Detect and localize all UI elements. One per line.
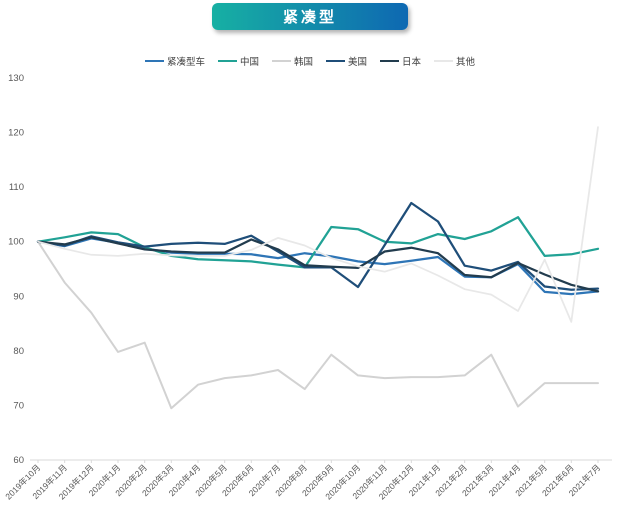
series-line-韩国 (37, 240, 599, 410)
legend-label: 韩国 (293, 57, 313, 68)
legend-label: 中国 (239, 57, 259, 68)
legend-item-其他: 其他 (434, 54, 475, 68)
chart-title: 紧凑型 (282, 9, 337, 26)
legend-label: 日本 (402, 57, 422, 68)
series-line-日本 (36, 236, 600, 293)
legend-swatch (434, 60, 454, 62)
chart-legend: 紧凑型车 中国 韩国 美国 日本 其他 (0, 54, 620, 68)
y-axis-label: 120 (8, 128, 24, 139)
series-line-美国 (36, 201, 600, 291)
legend-swatch (380, 60, 400, 62)
legend-item-日本: 日本 (380, 54, 421, 68)
y-axis-label: 80 (13, 346, 24, 357)
y-axis-label: 90 (13, 291, 24, 302)
legend-swatch (271, 60, 291, 62)
legend-label: 紧凑型车 (166, 57, 205, 68)
legend-swatch (217, 60, 237, 62)
y-axis-label: 130 (8, 73, 24, 84)
legend-item-韩国: 韩国 (271, 54, 313, 68)
legend-label: 其他 (456, 57, 476, 68)
legend-label: 美国 (348, 57, 368, 68)
chart-title-badge: 紧凑型 (212, 3, 408, 30)
legend-item-紧凑型车: 紧凑型车 (144, 54, 205, 68)
y-axis-label: 60 (13, 455, 24, 466)
legend-swatch (326, 60, 345, 62)
y-axis-label: 100 (8, 237, 24, 248)
legend-swatch (144, 60, 164, 62)
legend-item-中国: 中国 (217, 54, 259, 68)
series-line-其他 (37, 126, 599, 323)
y-axis-label: 70 (13, 400, 24, 411)
y-axis-label: 110 (9, 182, 24, 193)
legend-item-美国: 美国 (326, 54, 367, 68)
series-line-中国 (36, 216, 600, 269)
